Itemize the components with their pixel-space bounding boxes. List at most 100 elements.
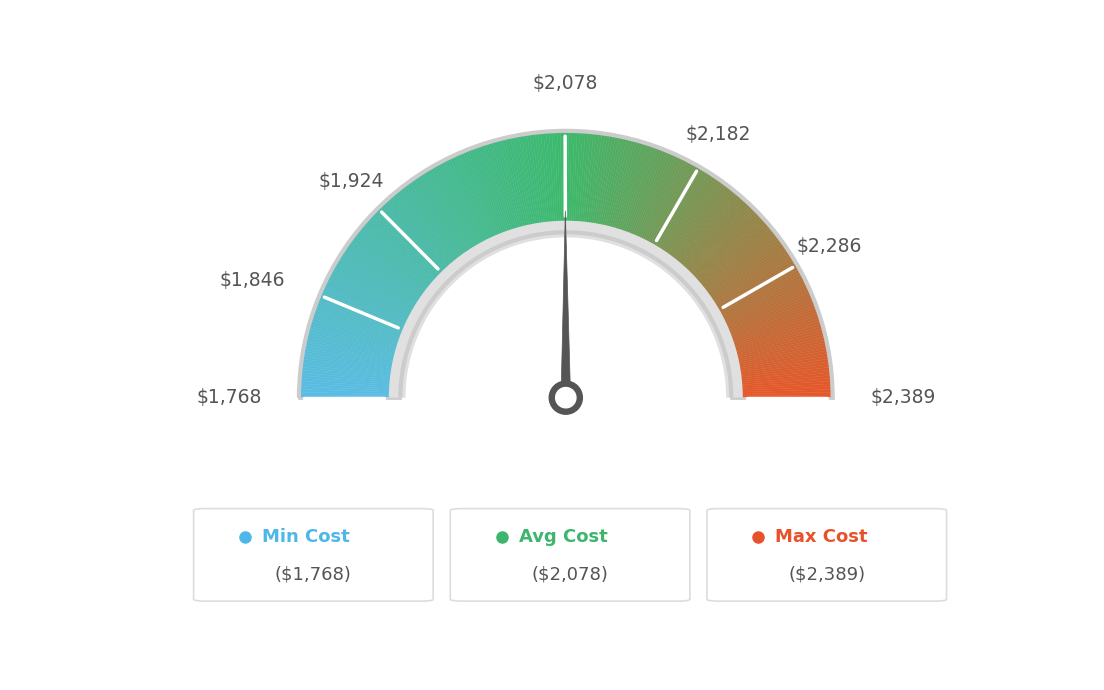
Wedge shape	[612, 141, 643, 239]
Wedge shape	[335, 262, 424, 315]
Wedge shape	[299, 392, 401, 396]
Wedge shape	[439, 161, 489, 252]
Wedge shape	[726, 337, 826, 362]
Wedge shape	[437, 163, 488, 253]
Wedge shape	[521, 134, 540, 235]
Wedge shape	[692, 226, 772, 293]
Wedge shape	[704, 253, 792, 309]
Wedge shape	[595, 135, 616, 235]
Wedge shape	[315, 305, 411, 342]
Wedge shape	[731, 381, 832, 389]
Wedge shape	[627, 150, 667, 244]
Wedge shape	[601, 137, 624, 236]
Wedge shape	[306, 334, 405, 360]
Wedge shape	[711, 269, 802, 319]
Wedge shape	[299, 381, 401, 389]
Wedge shape	[465, 150, 505, 244]
Wedge shape	[696, 232, 776, 296]
Wedge shape	[300, 370, 401, 382]
Wedge shape	[730, 367, 831, 380]
Wedge shape	[371, 213, 446, 284]
Wedge shape	[716, 289, 810, 332]
Wedge shape	[721, 307, 818, 343]
Circle shape	[555, 388, 576, 408]
Wedge shape	[576, 131, 585, 233]
Wedge shape	[570, 131, 574, 233]
Wedge shape	[307, 331, 405, 358]
Wedge shape	[552, 131, 559, 233]
Wedge shape	[617, 144, 651, 241]
Text: $1,768: $1,768	[197, 388, 262, 407]
Wedge shape	[306, 337, 405, 362]
Wedge shape	[524, 134, 542, 235]
Wedge shape	[655, 172, 711, 259]
Wedge shape	[647, 165, 699, 255]
Wedge shape	[541, 132, 552, 233]
Wedge shape	[300, 364, 402, 379]
Wedge shape	[681, 207, 754, 281]
Wedge shape	[577, 132, 588, 233]
Wedge shape	[301, 356, 402, 373]
Wedge shape	[583, 132, 596, 233]
Text: ($2,078): ($2,078)	[532, 565, 608, 584]
Wedge shape	[728, 345, 828, 366]
Wedge shape	[646, 164, 697, 253]
Wedge shape	[657, 175, 715, 261]
Wedge shape	[573, 131, 580, 233]
Wedge shape	[486, 142, 518, 240]
Wedge shape	[323, 284, 416, 329]
Wedge shape	[558, 131, 562, 233]
Wedge shape	[299, 389, 401, 394]
Text: $2,286: $2,286	[797, 237, 862, 256]
Text: Avg Cost: Avg Cost	[519, 528, 607, 546]
Wedge shape	[383, 201, 454, 277]
Wedge shape	[411, 179, 471, 263]
Wedge shape	[726, 334, 826, 360]
Wedge shape	[370, 215, 445, 286]
Wedge shape	[473, 146, 510, 243]
Wedge shape	[322, 286, 415, 331]
Wedge shape	[302, 353, 403, 372]
Circle shape	[550, 381, 582, 414]
Wedge shape	[671, 192, 739, 271]
Wedge shape	[393, 192, 460, 271]
Wedge shape	[714, 279, 806, 326]
Text: $2,078: $2,078	[532, 75, 597, 93]
Wedge shape	[321, 289, 415, 332]
Wedge shape	[571, 131, 577, 233]
Wedge shape	[618, 145, 654, 242]
Wedge shape	[592, 134, 611, 235]
Wedge shape	[351, 237, 434, 299]
Wedge shape	[385, 199, 455, 276]
Wedge shape	[697, 234, 778, 297]
Wedge shape	[484, 143, 517, 240]
Wedge shape	[457, 152, 500, 246]
Wedge shape	[325, 282, 417, 327]
Text: $1,846: $1,846	[220, 271, 285, 290]
Wedge shape	[530, 133, 545, 234]
Wedge shape	[566, 131, 569, 233]
Wedge shape	[404, 184, 467, 266]
Wedge shape	[310, 318, 408, 350]
Wedge shape	[666, 185, 730, 267]
Wedge shape	[414, 177, 473, 262]
Wedge shape	[421, 172, 477, 259]
Wedge shape	[686, 213, 761, 284]
Wedge shape	[679, 203, 751, 278]
Wedge shape	[720, 299, 815, 338]
Wedge shape	[652, 171, 709, 258]
Wedge shape	[720, 302, 816, 340]
Wedge shape	[731, 386, 832, 393]
Text: $2,389: $2,389	[870, 388, 935, 407]
Wedge shape	[478, 145, 513, 242]
Wedge shape	[667, 187, 732, 268]
FancyBboxPatch shape	[193, 509, 433, 601]
Wedge shape	[305, 339, 404, 363]
Wedge shape	[330, 269, 421, 319]
Wedge shape	[368, 217, 444, 287]
Wedge shape	[670, 190, 736, 270]
Wedge shape	[401, 233, 731, 397]
Wedge shape	[593, 135, 613, 235]
Wedge shape	[604, 138, 629, 237]
Wedge shape	[299, 395, 401, 397]
